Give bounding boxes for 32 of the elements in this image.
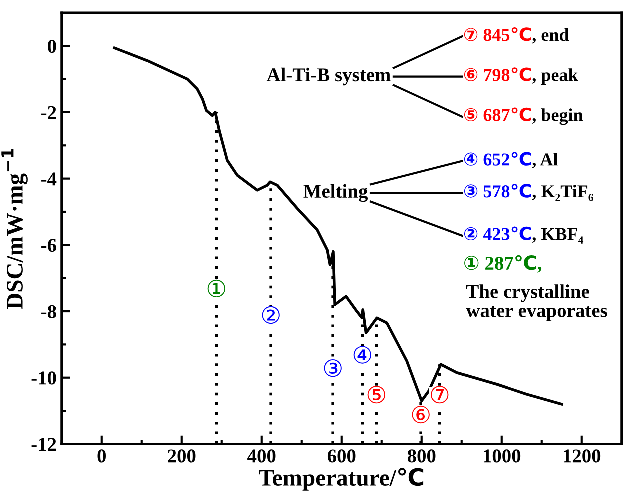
y-tick-label: -2 [42,106,56,120]
x-tick-label: 600 [328,450,356,463]
annotation: ⑥ [412,406,430,424]
y-tick-label: 0 [48,40,56,54]
annotation: Al-Ti-B system [266,68,391,86]
annotation: ⑥ 798℃, peak [464,68,578,85]
annotation: ② 423℃, KBF₄ [464,226,584,244]
x-tick-label: 1000 [484,450,521,463]
annotation: ④ [354,346,372,364]
annotation: ③ 578℃, K₂TiF₆ [464,184,594,202]
x-tick-label: 400 [248,450,276,463]
y-tick-label: -10 [32,372,56,385]
x-tick-label: 0 [98,450,106,463]
annotation: ⑦ [431,386,449,404]
annotation: ③ [324,359,342,378]
x-tick-label: 1200 [564,450,601,463]
annotation: ② [262,306,280,324]
y-tick-label: -6 [42,239,56,252]
x-axis-title: Temperature/℃ [259,468,424,491]
y-tick-label: -12 [32,438,56,451]
annotation: ① [208,280,226,298]
x-tick-label: 800 [408,450,436,463]
annotation: ⑦ 845℃, end [464,27,570,44]
y-axis-title: DSC/mW·mg$^{−1}$ [2,149,28,310]
x-tick-label: 200 [168,450,196,463]
annotation: ④ 652℃, Al [464,152,558,168]
y-tick-label: -4 [42,172,57,186]
annotation: ① 287℃, The crystalline water evaporates [464,255,608,322]
annotation: Melting [304,184,368,202]
annotation: ⑤ [368,386,386,404]
annotation: ⑤ 687℃, begin [464,108,584,126]
y-tick-label: -8 [42,305,56,318]
